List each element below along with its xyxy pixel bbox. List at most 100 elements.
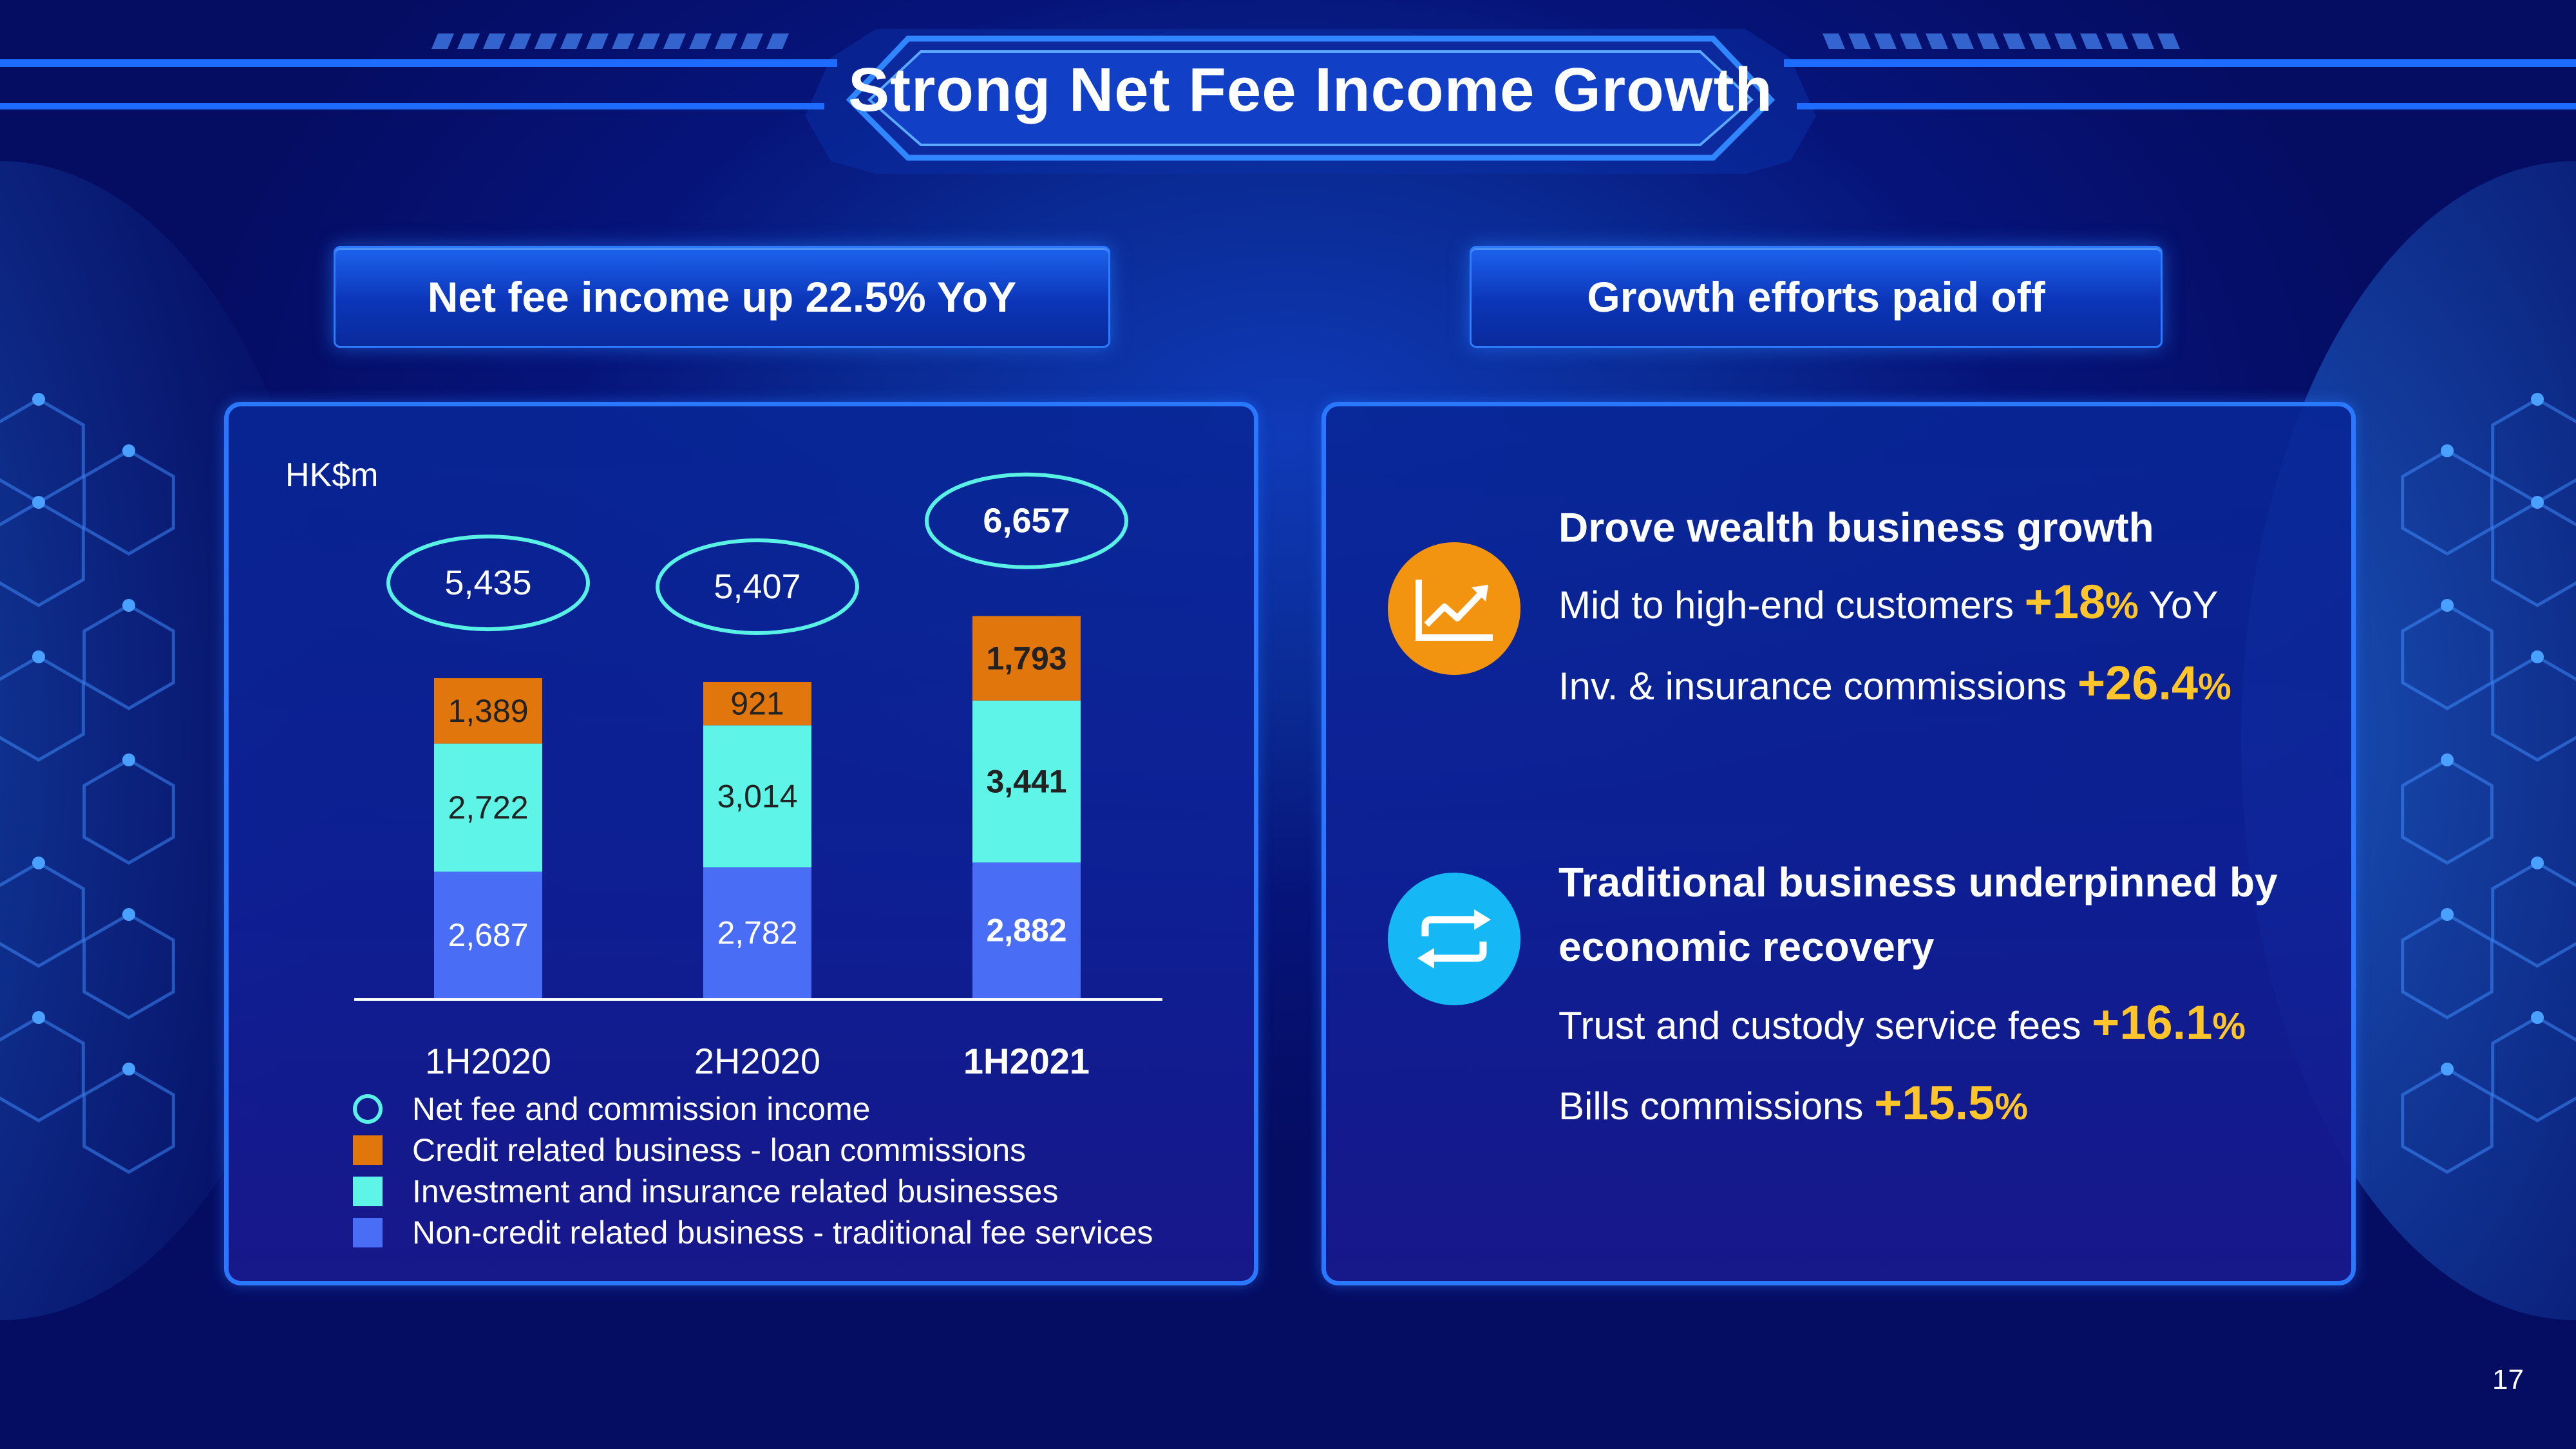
data-label-credit-2H2020: 921 (730, 686, 784, 722)
repeat-arrows-glyph (1417, 909, 1491, 969)
legend-label-total: Net fee and commission income (412, 1091, 871, 1127)
decor-node (2531, 650, 2544, 663)
title-side-rails (0, 33, 2576, 109)
bar-noncredit-1H2020 (434, 871, 542, 998)
trend-up-chart-icon (1388, 542, 1520, 675)
decor-hexagon (2491, 500, 2576, 607)
decor-dash (1848, 33, 1871, 49)
decor-hexagon (2401, 449, 2494, 556)
legend-swatch-credit (353, 1135, 383, 1165)
decor-dash (2132, 33, 2154, 49)
slide-title: Strong Net Fee Income Growth (848, 55, 1774, 124)
legend-swatch-total (353, 1094, 383, 1124)
decor-dash (612, 33, 634, 49)
bar-credit-1H2021 (972, 616, 1081, 701)
wealth-line-2: Inv. & insurance commissions +26.4% (1558, 656, 2231, 710)
traditional-heading-line-2: economic recovery (1558, 923, 1935, 970)
decor-node (2531, 393, 2544, 406)
legend-label-noncredit: Non-credit related business - traditiona… (412, 1215, 1153, 1251)
bar-noncredit-1H2021 (972, 862, 1081, 998)
decor-dash (535, 33, 557, 49)
legend-item-credit: Credit related business - loan commissio… (353, 1130, 1153, 1171)
decor-dash (483, 33, 506, 49)
chart-section-header: Net fee income up 22.5% YoY (334, 246, 1110, 348)
wealth-heading: Drove wealth business growth (1558, 504, 2154, 551)
decor-hexagon (2401, 603, 2494, 710)
decor-dash (1977, 33, 2000, 49)
total-ring-2H2020 (656, 538, 859, 635)
decor-dash (1951, 33, 1974, 49)
wealth-line-1-suffix: YoY (2138, 583, 2219, 627)
trend-up-chart-glyph (1416, 580, 1493, 641)
bars-layer: 2,687 2,722 1,389 5,435 1H2020 2,782 3,014 921 5… (386, 472, 1128, 1081)
highlights-panel (1321, 402, 2356, 1285)
data-label-credit-1H2020: 1,389 (448, 693, 528, 729)
data-label-noncredit-1H2021: 2,882 (986, 913, 1066, 949)
legend-swatch-investment (353, 1177, 383, 1206)
decor-hexagon (82, 603, 175, 710)
decor-hexagon (82, 758, 175, 865)
decor-node (32, 650, 45, 663)
chart-legend: Net fee and commission income Credit rel… (353, 1088, 1153, 1253)
decor-node (2441, 753, 2454, 766)
decor-node (2441, 599, 2454, 612)
decor-node (122, 599, 135, 612)
data-label-credit-1H2021: 1,793 (986, 640, 1066, 676)
data-label-investment-1H2021: 3,441 (986, 764, 1066, 800)
decor-dash (2080, 33, 2103, 49)
traditional-line-1-text: Trust and custody service fees (1558, 1004, 2092, 1047)
decor-dash (2054, 33, 2077, 49)
total-ring-1H2020 (386, 535, 590, 632)
legend-label-credit: Credit related business - loan commissio… (412, 1132, 1027, 1168)
decor-dash (431, 33, 454, 49)
decor-node (2531, 857, 2544, 869)
bar-investment-1H2021 (972, 700, 1081, 863)
decor-dash (638, 33, 660, 49)
highlights-section-header: Growth efforts paid off (1470, 246, 2163, 348)
decor-hexagon (2401, 758, 2494, 865)
page-number: 17 (2492, 1364, 2524, 1396)
decor-hexagon (82, 449, 175, 556)
decor-dash (741, 33, 763, 49)
decor-node (2441, 908, 2454, 921)
data-label-investment-1H2020: 2,722 (448, 790, 528, 826)
y-unit-label: HK$m (285, 457, 378, 494)
bar-investment-2H2020 (703, 725, 811, 867)
wealth-line-2-text: Inv. & insurance commissions (1558, 665, 2078, 708)
traditional-line-2: Bills commissions +15.5% (1558, 1075, 2028, 1130)
decor-dash (689, 33, 712, 49)
data-label-noncredit-1H2020: 2,687 (448, 917, 528, 953)
decor-node (2441, 1063, 2454, 1075)
traditional-line-2-unit: % (1994, 1086, 2028, 1128)
wealth-line-1: Mid to high-end customers +18% YoY (1558, 574, 2218, 629)
decor-node (122, 753, 135, 766)
legend-item-noncredit: Non-credit related business - traditiona… (353, 1212, 1153, 1253)
repeat-arrows-icon (1388, 873, 1520, 1005)
wealth-line-1-unit: % (2105, 585, 2139, 627)
decor-hexagon (0, 655, 85, 762)
decor-dash (1823, 33, 1845, 49)
decor-node (122, 444, 135, 457)
decor-dash (509, 33, 531, 49)
decor-dash (766, 33, 789, 49)
traditional-line-1-value: +16.1 (2092, 996, 2213, 1049)
decor-hexagon (2491, 1016, 2576, 1122)
decor-node (32, 1011, 45, 1024)
data-label-noncredit-2H2020: 2,782 (717, 914, 797, 951)
decor-hexagon (2491, 861, 2576, 968)
decor-hexagon (82, 1067, 175, 1174)
decor-dash (2157, 33, 2180, 49)
decor-dash (560, 33, 583, 49)
decor-node (2441, 444, 2454, 457)
total-label-2H2020: 5,407 (714, 567, 800, 606)
decor-node (122, 1063, 135, 1075)
wealth-line-2-value: +26.4 (2077, 656, 2199, 710)
decor-node (32, 857, 45, 869)
bar-investment-1H2020 (434, 743, 542, 872)
decor-hexagon (82, 913, 175, 1019)
decor-dash (663, 33, 686, 49)
legend-item-investment: Investment and insurance related busines… (353, 1171, 1153, 1212)
data-label-investment-2H2020: 3,014 (717, 778, 797, 814)
legend-item-total: Net fee and commission income (353, 1088, 1153, 1130)
